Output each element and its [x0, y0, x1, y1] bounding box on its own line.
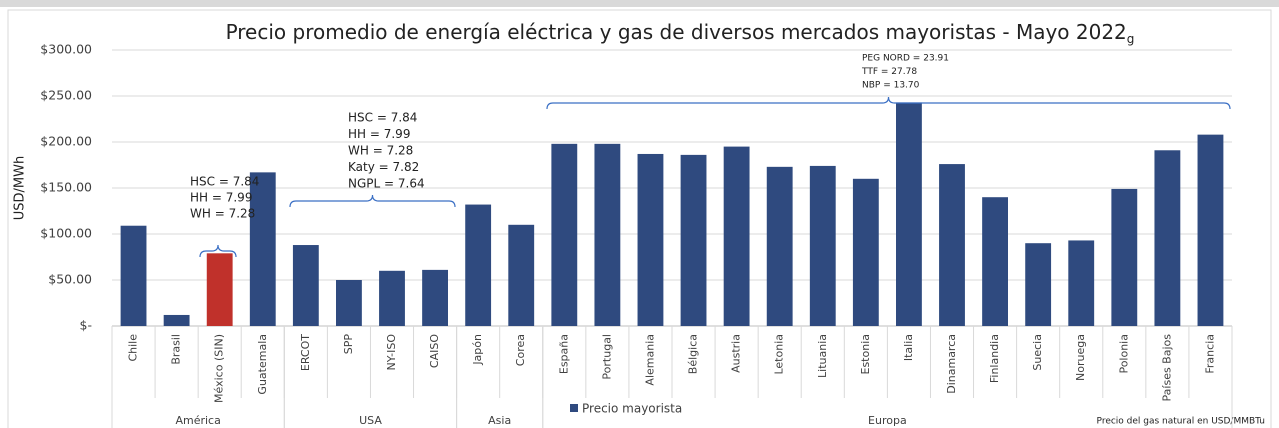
bar: [594, 143, 621, 326]
bar: [120, 225, 147, 326]
bar: [292, 245, 319, 326]
annotation-text: PEG NORD = 23.91: [862, 54, 949, 64]
bar: [939, 164, 965, 326]
y-tick-label: $50.00: [48, 272, 92, 287]
y-tick-label: $300.00: [40, 42, 92, 57]
bar: [1197, 134, 1224, 326]
title-text: Precio promedio de energía eléctrica y g…: [226, 20, 1127, 44]
y-axis-label: USD/MWh: [13, 156, 28, 220]
x-tick-label: Brasil: [170, 334, 183, 365]
x-tick-label: Noruega: [1074, 334, 1087, 381]
annotation-text: Katy = 7.82: [348, 160, 419, 174]
x-tick-label: Países Bajos: [1160, 334, 1173, 402]
group-label: Europa: [868, 414, 907, 427]
x-tick-label: Portugal: [600, 334, 613, 380]
x-tick-label: CAISO: [428, 334, 441, 368]
x-tick-label: Letonia: [773, 334, 786, 375]
bar: [680, 154, 707, 326]
x-tick-label: Estonia: [859, 334, 872, 375]
x-tick-label: Suecia: [1031, 334, 1044, 371]
annotation-text: NBP = 13.70: [862, 81, 920, 91]
x-tick-label: España: [557, 334, 570, 374]
bar: [379, 270, 405, 326]
chart-frame: [7, 9, 1272, 428]
legend-swatch: [570, 404, 578, 412]
title-subscript: g: [1127, 32, 1135, 46]
bar: [336, 280, 362, 326]
group-label: América: [175, 414, 220, 427]
x-tick-label: Francia: [1203, 334, 1216, 374]
annotation-text: HH = 7.99: [348, 127, 410, 141]
y-tick-label: $250.00: [40, 88, 92, 103]
x-tick-label: México (SIN): [213, 334, 226, 403]
footnote: Precio del gas natural en USD/MMBTu: [1097, 417, 1265, 427]
x-tick-label: Polonia: [1117, 334, 1130, 374]
x-tick-label: Alemania: [643, 334, 656, 386]
x-tick-label: Austria: [730, 334, 743, 373]
bar: [637, 153, 664, 326]
group-label: USA: [359, 414, 382, 427]
x-tick-label: Guatemala: [256, 334, 269, 395]
annotation-text: HSC = 7.84: [348, 111, 417, 125]
bar: [809, 165, 836, 326]
x-tick-label: Corea: [514, 334, 527, 366]
bar: [982, 197, 1008, 326]
y-tick-label: $100.00: [40, 226, 92, 241]
bar: [1111, 188, 1138, 326]
legend-label: Precio mayorista: [582, 402, 682, 416]
x-tick-label: SPP: [342, 334, 355, 355]
x-tick-label: Lituania: [816, 334, 829, 378]
bar: [551, 143, 578, 326]
bar: [1154, 150, 1181, 326]
y-tick-label: $150.00: [40, 180, 92, 195]
annotation-text: WH = 7.28: [348, 144, 413, 158]
x-tick-label: NY-ISO: [385, 334, 398, 371]
chart-title: Precio promedio de energía eléctrica y g…: [226, 20, 1135, 46]
annotation-brace: [546, 96, 1231, 110]
x-tick-label: Japón: [471, 334, 484, 366]
bar: [1068, 240, 1095, 326]
annotation-text: WH = 7.28: [190, 207, 255, 221]
bar: [896, 102, 922, 326]
bar: [465, 204, 492, 326]
group-label: Asia: [488, 414, 511, 427]
bar: [206, 253, 233, 326]
bar: [852, 178, 879, 326]
y-tick-label: $-: [80, 318, 92, 333]
bar: [422, 269, 448, 326]
bar: [163, 314, 190, 326]
x-tick-label: Chile: [127, 334, 140, 362]
x-tick-label: Dinamarca: [945, 334, 958, 394]
bar: [508, 224, 535, 326]
annotation-text: TTF = 27.78: [861, 67, 917, 77]
annotation-brace: [289, 194, 456, 208]
annotation-brace: [199, 244, 237, 258]
top-band: [0, 0, 1279, 7]
x-tick-label: Italia: [902, 334, 915, 361]
annotation-text: HH = 7.99: [190, 191, 252, 205]
y-tick-label: $200.00: [40, 134, 92, 149]
x-tick-label: Bélgica: [687, 334, 700, 374]
bar: [723, 146, 750, 326]
annotation-text: NGPL = 7.64: [348, 177, 425, 191]
x-tick-label: ERCOT: [299, 334, 312, 371]
bar: [249, 172, 276, 326]
x-tick-label: Finlandia: [988, 334, 1001, 383]
bar: [1025, 243, 1052, 326]
bar: [766, 166, 793, 326]
annotation-text: HSC = 7.84: [190, 175, 259, 189]
